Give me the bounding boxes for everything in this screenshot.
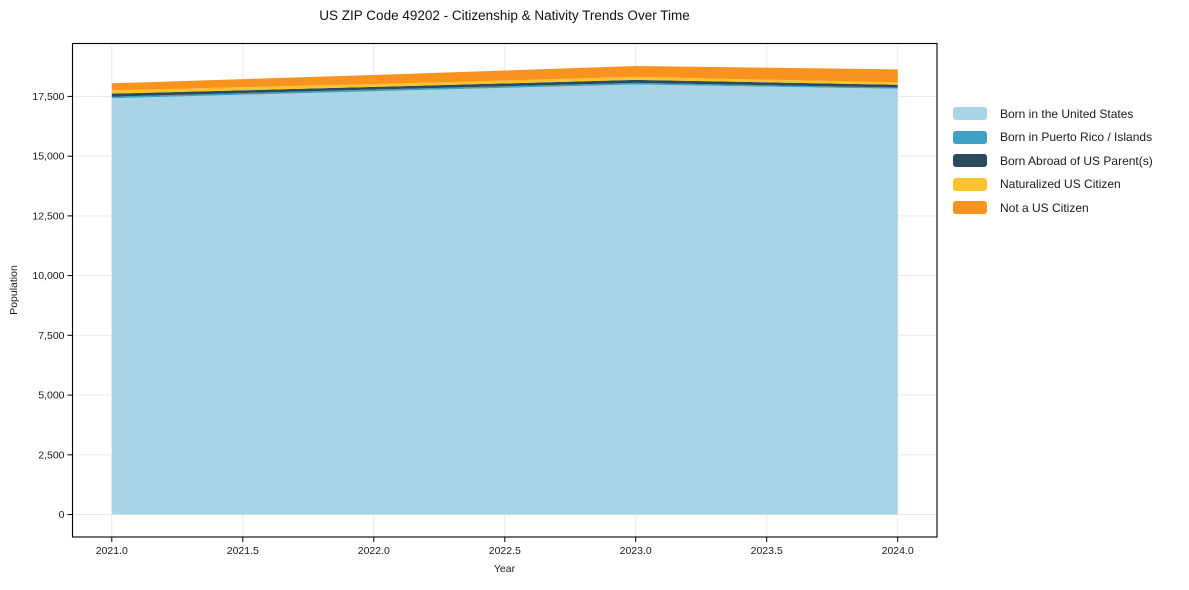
legend-label: Not a US Citizen (1000, 200, 1089, 215)
legend-swatch-born-in-us (953, 107, 987, 121)
legend: Born in the United States Born in Puerto… (953, 102, 1153, 220)
legend-swatch-born-abroad (953, 154, 987, 168)
x-tick-label: 2022.5 (489, 545, 521, 557)
legend-label: Born in Puerto Rico / Islands (1000, 130, 1153, 145)
y-tick-label: 5,000 (38, 390, 64, 402)
x-tick-label: 2021.0 (96, 545, 128, 557)
y-tick-label: 12,500 (32, 210, 64, 222)
chart-title: US ZIP Code 49202 - Citizenship & Nativi… (319, 8, 690, 23)
y-axis-label: Population (8, 265, 20, 315)
legend-label: Born Abroad of US Parent(s) (1000, 153, 1153, 168)
legend-swatch-naturalized (953, 177, 987, 191)
stack-area-0 (111, 84, 898, 515)
legend-item-born-abroad: Born Abroad of US Parent(s) (953, 149, 1153, 173)
x-tick-label: 2023.0 (620, 545, 652, 557)
x-tick-label: 2021.5 (227, 545, 259, 557)
y-tick-label: 0 (59, 509, 65, 521)
legend-label: Born in the United States (1000, 106, 1134, 121)
legend-swatch-born-puerto-rico (953, 130, 987, 144)
y-tick-label: 17,500 (32, 91, 64, 103)
y-tick-label: 2,500 (38, 449, 64, 461)
x-tick-label: 2023.5 (751, 545, 783, 557)
legend-item-born-puerto-rico: Born in Puerto Rico / Islands (953, 126, 1153, 150)
stack-area-3 (111, 76, 898, 94)
legend-item-naturalized: Naturalized US Citizen (953, 173, 1153, 197)
stack-area-4 (111, 66, 898, 91)
y-tick-label: 10,000 (32, 270, 64, 282)
legend-label: Naturalized US Citizen (1000, 177, 1121, 192)
x-axis-label: Year (493, 563, 516, 575)
x-tick-label: 2024.0 (882, 545, 914, 557)
legend-item-not-citizen: Not a US Citizen (953, 196, 1153, 220)
x-tick-label: 2022.0 (358, 545, 390, 557)
legend-item-born-in-us: Born in the United States (953, 102, 1153, 126)
legend-swatch-not-citizen (953, 201, 987, 215)
y-tick-label: 7,500 (38, 330, 64, 342)
y-tick-label: 15,000 (32, 151, 64, 163)
